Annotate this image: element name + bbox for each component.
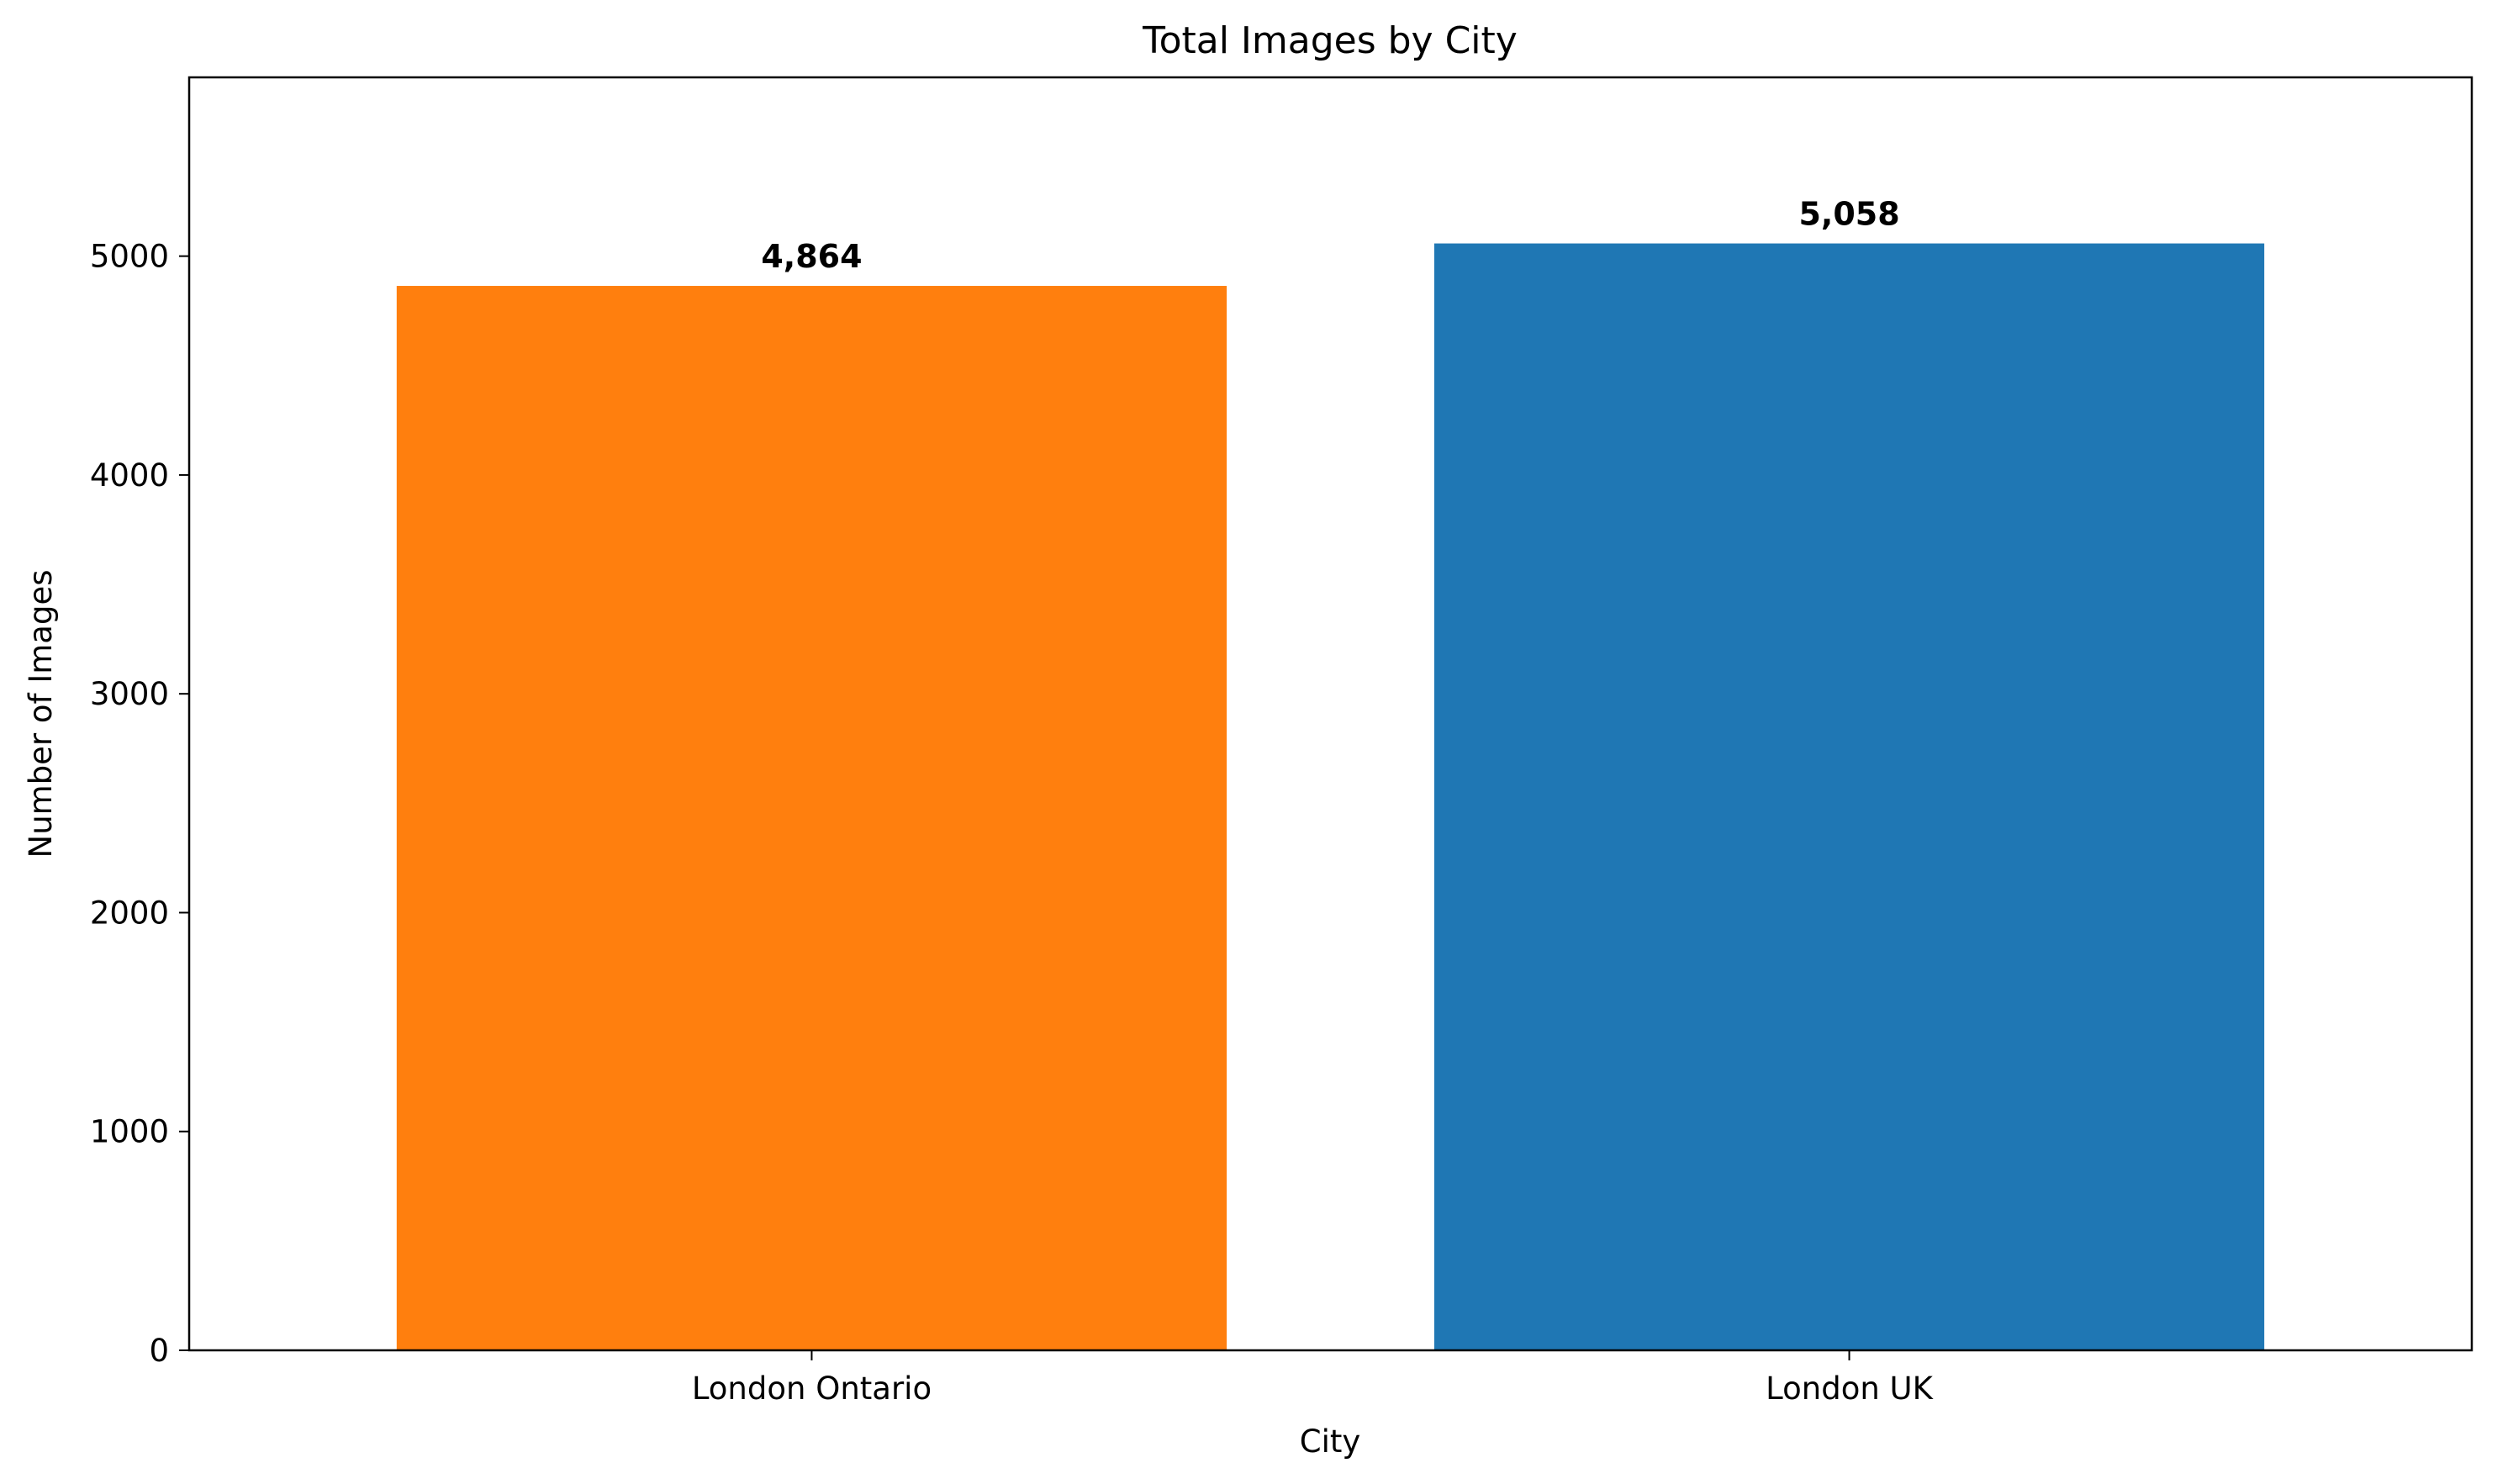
y-tick-label-0: 0 [149, 1333, 169, 1369]
y-tick-label-1: 1000 [90, 1114, 169, 1150]
ticks-layer: London Ontario London UK 0 1000 2000 3000 4000… [90, 239, 1935, 1407]
data-labels-layer: 4,864 5,058 [761, 196, 1899, 275]
y-tick-label-4: 4000 [90, 457, 169, 494]
chart-title: Total Images by City [1142, 19, 1518, 62]
y-axis-label: Number of Images [23, 570, 59, 858]
y-tick-label-3: 3000 [90, 676, 169, 712]
bar-value-label-1: 5,058 [1798, 196, 1899, 233]
x-tick-label-0: London Ontario [692, 1370, 932, 1407]
y-tick-label-2: 2000 [90, 895, 169, 931]
bar-value-label-0: 4,864 [761, 238, 862, 275]
bar-1 [1433, 243, 2265, 1350]
x-tick-label-1: London UK [1766, 1370, 1934, 1407]
x-axis-label: City [1300, 1423, 1361, 1460]
bars-layer [396, 243, 2265, 1351]
y-tick-label-5: 5000 [90, 239, 169, 275]
plot-frame [187, 76, 2473, 1352]
bar-0 [396, 286, 1227, 1351]
